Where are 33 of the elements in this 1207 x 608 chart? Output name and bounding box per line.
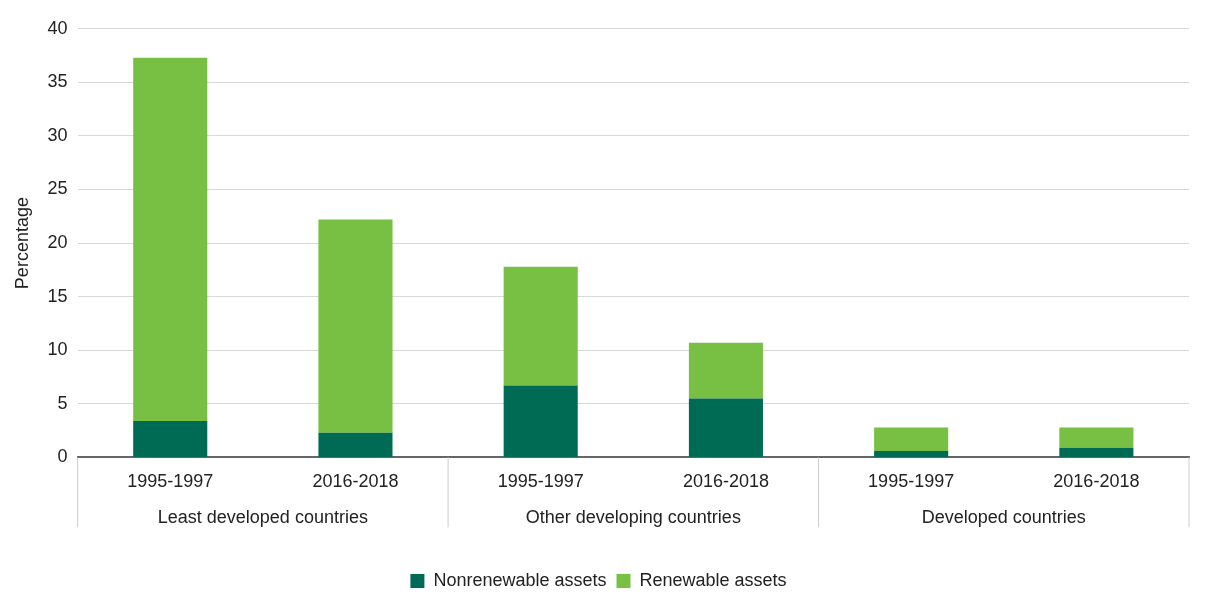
x-tick-label: 2016-2018 bbox=[1053, 471, 1140, 492]
y-tick-label: 30 bbox=[47, 124, 68, 145]
text: Least developed countries bbox=[157, 507, 368, 528]
y-tick-label: 10 bbox=[47, 339, 68, 360]
y-axis-title: Percentage bbox=[11, 197, 32, 290]
y-tick-label: 0 bbox=[57, 446, 68, 467]
bar bbox=[318, 219, 393, 433]
text: Other developing countries bbox=[525, 507, 741, 528]
x-tick-label: 1995-1997 bbox=[868, 471, 955, 492]
x-tick-label: 1995-1997 bbox=[497, 471, 584, 492]
legend-label: Renewable assets bbox=[639, 569, 787, 590]
bar bbox=[1059, 447, 1134, 457]
y-tick-label: 20 bbox=[47, 232, 68, 253]
bar bbox=[503, 266, 578, 386]
x-tick-label: 2016-2018 bbox=[312, 471, 399, 492]
bar bbox=[874, 427, 949, 451]
x-tick-label: 1995-1997 bbox=[127, 471, 214, 492]
y-tick-label: 35 bbox=[47, 71, 68, 92]
bar bbox=[688, 342, 763, 399]
bar bbox=[133, 57, 208, 421]
bar bbox=[1059, 427, 1134, 448]
bar bbox=[874, 450, 949, 457]
bar bbox=[503, 385, 578, 457]
y-tick-label: 5 bbox=[57, 392, 68, 413]
text: Developed countries bbox=[921, 507, 1086, 528]
x-tick-label: 2016-2018 bbox=[682, 471, 769, 492]
y-tick-label: 25 bbox=[47, 178, 68, 199]
legend-label: Nonrenewable assets bbox=[433, 569, 607, 590]
bar bbox=[688, 398, 763, 457]
bar bbox=[318, 432, 393, 457]
y-tick-label: 15 bbox=[47, 285, 68, 306]
y-tick-label: 40 bbox=[47, 17, 68, 38]
bar bbox=[133, 420, 208, 457]
